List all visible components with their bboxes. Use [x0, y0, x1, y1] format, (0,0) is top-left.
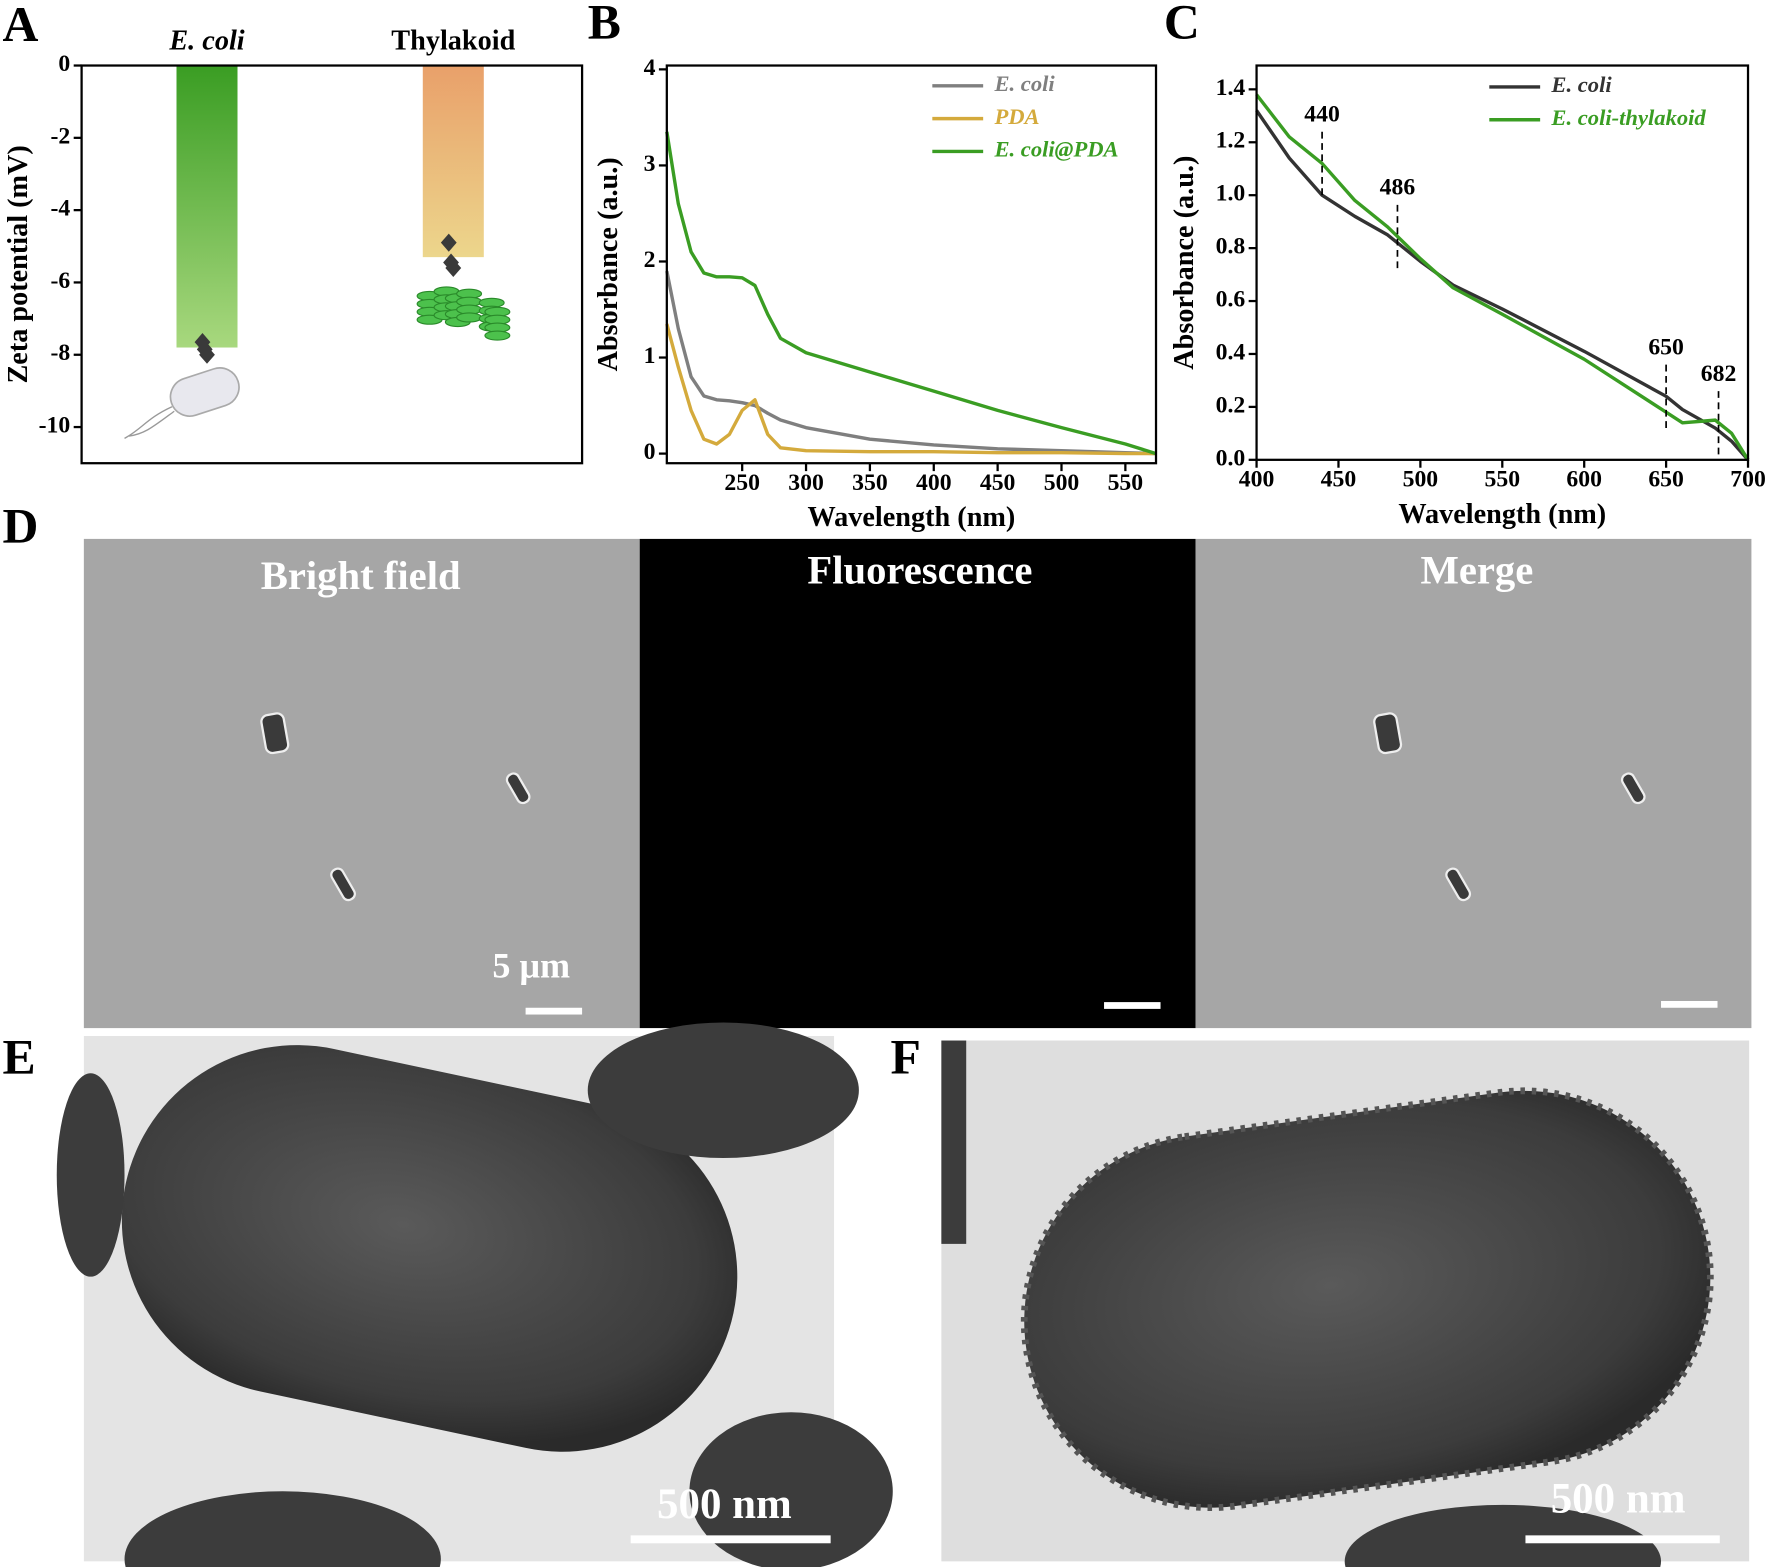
- scale-label: 5 μm: [492, 946, 570, 986]
- x-tick-label: 400: [1239, 467, 1275, 493]
- x-tick-label: 550: [1108, 470, 1144, 496]
- y-tick-label: -6: [51, 268, 71, 294]
- bacteria: [260, 712, 1646, 902]
- x-tick-label: 350: [852, 470, 888, 496]
- y-tick-label: 1.2: [1216, 128, 1246, 154]
- x-axis-label: Wavelength (nm): [1398, 499, 1606, 530]
- x-tick-label: 700: [1730, 467, 1766, 493]
- bar: [422, 65, 484, 258]
- panel-label: C: [1164, 0, 1200, 50]
- annotation-label: 682: [1701, 361, 1737, 387]
- y-tick-label: 0.0: [1216, 445, 1246, 471]
- scale-label: 500 nm: [657, 1481, 792, 1528]
- legend-label: E. coli: [993, 71, 1055, 96]
- plot-frame: [665, 64, 1158, 465]
- x-tick-label: 650: [1648, 467, 1684, 493]
- legend-label: E. coli-thylakoid: [1550, 105, 1706, 130]
- data-line: [665, 131, 1157, 456]
- panel-label: D: [3, 498, 39, 553]
- x-tick-label: 450: [980, 470, 1016, 496]
- bacterium-icon: [169, 367, 240, 417]
- legend-label: E. coli@PDA: [993, 137, 1118, 162]
- fluorescence-image: [639, 538, 1196, 1029]
- data-point: [445, 258, 462, 278]
- icons: [124, 286, 511, 439]
- x-tick-label: 500: [1403, 467, 1439, 493]
- data-line: [1255, 93, 1750, 461]
- annotation-label: 486: [1380, 174, 1416, 200]
- panel-label: F: [891, 1029, 921, 1084]
- y-tick-label: 2: [644, 247, 656, 273]
- y-tick-label: -10: [39, 412, 71, 438]
- y-axis-label: Zeta potential (mV): [3, 145, 34, 383]
- y-tick-label: 0.4: [1216, 339, 1246, 365]
- scale-bar: [1661, 1000, 1718, 1008]
- caption: Bright field: [261, 553, 461, 598]
- scale-bar: [630, 1535, 831, 1544]
- panel-label: B: [588, 0, 621, 50]
- y-tick-label: 3: [644, 151, 656, 177]
- plot-frame: [80, 64, 584, 465]
- x-axis-label: Wavelength (nm): [807, 502, 1015, 533]
- data-line: [1255, 109, 1750, 461]
- caption: Fluorescence: [807, 547, 1032, 592]
- flagella-icon: [124, 406, 175, 439]
- x-tick-label: 500: [1044, 470, 1080, 496]
- bar: [176, 65, 238, 348]
- y-tick-label: 0: [58, 51, 70, 77]
- scale-label: 500 nm: [1551, 1475, 1686, 1522]
- x-tick-label: 550: [1485, 467, 1521, 493]
- y-tick-label: 0.8: [1216, 234, 1246, 260]
- tem-cells: [56, 1022, 893, 1567]
- x-tick-label: 400: [916, 470, 952, 496]
- scale-bar: [1104, 1002, 1161, 1009]
- annotation-label: 440: [1304, 101, 1340, 127]
- y-axis-label: Absorbance (a.u.): [1169, 156, 1200, 370]
- legend-label: E. coli: [1550, 72, 1612, 97]
- x-tick-label: 450: [1321, 467, 1357, 493]
- y-axis-label: Absorbance (a.u.): [593, 157, 624, 371]
- y-tick-label: 1.4: [1216, 75, 1246, 101]
- y-tick-label: 1.0: [1216, 181, 1246, 207]
- y-tick-label: 4: [644, 55, 656, 81]
- annotation-label: 650: [1648, 334, 1684, 360]
- panel-label: A: [3, 0, 39, 52]
- y-tick-label: -4: [51, 196, 71, 222]
- panel-label: E: [3, 1029, 36, 1084]
- y-tick-label: 1: [644, 343, 656, 369]
- thylakoid-icon: [456, 312, 483, 323]
- x-tick-label: 250: [724, 470, 760, 496]
- scale-bar: [1525, 1535, 1720, 1544]
- merge-image: [1195, 538, 1752, 1029]
- tem-cells: [941, 1040, 1714, 1567]
- data-point: [440, 233, 457, 252]
- data-point: [199, 345, 215, 364]
- legend-label: PDA: [993, 104, 1039, 129]
- y-tick-label: -8: [51, 340, 71, 366]
- category-label: Thylakoid: [391, 25, 515, 56]
- caption: Merge: [1420, 547, 1533, 592]
- category-label: E. coli: [168, 25, 244, 56]
- data-line: [665, 323, 1157, 456]
- thylakoid-icon: [484, 330, 511, 341]
- bright-field-image: [83, 538, 640, 1029]
- y-tick-label: -2: [51, 123, 71, 149]
- y-tick-label: 0.2: [1216, 392, 1246, 418]
- x-tick-label: 300: [788, 470, 824, 496]
- y-tick-label: 0: [644, 439, 656, 465]
- scale-bar: [525, 1007, 583, 1015]
- x-tick-label: 600: [1566, 467, 1602, 493]
- data-line: [665, 270, 1157, 456]
- y-tick-label: 0.6: [1216, 286, 1246, 312]
